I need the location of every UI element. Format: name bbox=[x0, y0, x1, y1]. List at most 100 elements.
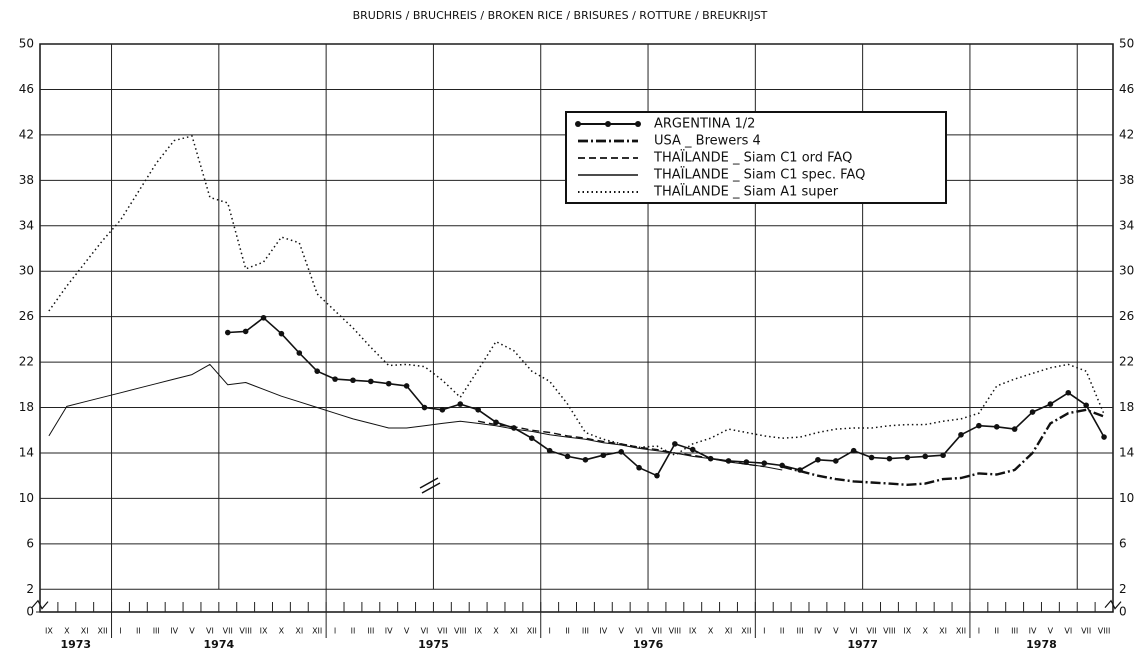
data-point bbox=[761, 460, 768, 466]
y-tick-label: 14 bbox=[19, 445, 34, 459]
y-tick-label-right: 30 bbox=[1119, 264, 1134, 278]
x-tick-label: III bbox=[797, 627, 804, 636]
data-point bbox=[350, 377, 356, 384]
data-point bbox=[278, 330, 285, 337]
data-point bbox=[564, 453, 571, 460]
x-tick-label: XII bbox=[312, 627, 322, 636]
y-tick-label: 22 bbox=[19, 355, 34, 369]
year-label: 1975 bbox=[418, 638, 449, 651]
x-tick-label: XII bbox=[97, 627, 107, 636]
x-tick-label: IV bbox=[1029, 627, 1037, 636]
legend-label: THAÏLANDE _ Siam C1 ord FAQ bbox=[653, 150, 852, 166]
x-tick-label: VI bbox=[206, 627, 214, 636]
y-tick-label-right: 6 bbox=[1119, 536, 1127, 550]
x-tick-label: V bbox=[404, 627, 410, 636]
data-point bbox=[385, 380, 392, 387]
y-tick-label-right: 38 bbox=[1119, 173, 1134, 187]
data-point bbox=[475, 406, 481, 413]
x-tick-label: II bbox=[136, 627, 141, 636]
y-tick-label-right: 26 bbox=[1119, 309, 1134, 323]
data-point bbox=[600, 452, 607, 459]
y-tick-label-right: 50 bbox=[1119, 37, 1134, 51]
x-tick-label: VII bbox=[223, 627, 233, 636]
x-tick-label: XII bbox=[956, 627, 966, 636]
data-point bbox=[421, 404, 428, 411]
x-tick-label: IV bbox=[599, 627, 607, 636]
x-tick-label: II bbox=[351, 627, 356, 636]
data-point bbox=[1011, 426, 1018, 432]
data-point bbox=[886, 455, 893, 462]
y-tick-label-right: 34 bbox=[1119, 218, 1134, 232]
series-line bbox=[227, 317, 1105, 477]
x-tick-label: I bbox=[978, 627, 980, 636]
x-tick-label: VIII bbox=[883, 627, 896, 636]
y-tick-label: 18 bbox=[19, 400, 34, 414]
data-point bbox=[296, 350, 303, 356]
legend-dot bbox=[635, 121, 641, 127]
x-tick-label: X bbox=[922, 627, 928, 636]
data-point bbox=[546, 447, 553, 454]
data-point bbox=[689, 446, 696, 453]
data-point bbox=[868, 454, 875, 461]
x-tick-label: V bbox=[833, 627, 839, 636]
data-point bbox=[904, 454, 911, 461]
data-point bbox=[815, 456, 821, 463]
break-symbol bbox=[419, 477, 441, 494]
data-point bbox=[332, 376, 338, 382]
x-tick-label: V bbox=[189, 627, 195, 636]
x-tick-label: VI bbox=[850, 627, 858, 636]
x-tick-label: XI bbox=[81, 627, 89, 636]
x-tick-label: VII bbox=[1081, 627, 1091, 636]
x-tick-label: VIII bbox=[239, 627, 252, 636]
y-tick-label: 6 bbox=[26, 536, 34, 550]
series-line bbox=[48, 363, 783, 471]
x-tick-label: VI bbox=[1064, 627, 1072, 636]
x-tick-label: IX bbox=[260, 627, 268, 636]
legend-dot bbox=[575, 121, 581, 127]
legend-label: THAÏLANDE _ Siam A1 super bbox=[653, 184, 839, 200]
data-point bbox=[1101, 434, 1107, 440]
y-tick-label-right: 46 bbox=[1119, 82, 1134, 96]
x-tick-label: XI bbox=[725, 627, 733, 636]
data-point bbox=[976, 422, 982, 429]
x-tick-label: III bbox=[582, 627, 589, 636]
x-tick-label: IV bbox=[170, 627, 178, 636]
x-tick-label: V bbox=[1048, 627, 1054, 636]
x-tick-label: XI bbox=[295, 627, 303, 636]
x-tick-label: VII bbox=[866, 627, 876, 636]
year-label: 1978 bbox=[1026, 638, 1057, 651]
x-tick-label: VII bbox=[652, 627, 662, 636]
legend-dot bbox=[605, 121, 611, 127]
x-tick-label: VIII bbox=[1098, 627, 1111, 636]
data-point bbox=[224, 329, 231, 336]
y-tick-label-right: 42 bbox=[1119, 127, 1134, 141]
data-point bbox=[1065, 389, 1072, 396]
x-tick-label: I bbox=[334, 627, 336, 636]
y-tick-label-right: 2 bbox=[1119, 582, 1127, 596]
x-tick-label: X bbox=[279, 627, 285, 636]
data-point bbox=[528, 435, 535, 441]
x-tick-label: IX bbox=[903, 627, 911, 636]
x-tick-label: XI bbox=[939, 627, 947, 636]
x-tick-label: I bbox=[119, 627, 121, 636]
y-tick-label: 38 bbox=[19, 173, 34, 187]
data-point bbox=[672, 441, 678, 447]
data-point bbox=[582, 456, 589, 463]
x-tick-label: IX bbox=[689, 627, 697, 636]
data-point bbox=[618, 449, 625, 455]
x-tick-label: X bbox=[493, 627, 499, 636]
x-tick-label: VI bbox=[635, 627, 643, 636]
x-tick-label: I bbox=[548, 627, 550, 636]
x-tick-label: IX bbox=[45, 627, 53, 636]
data-point bbox=[403, 383, 410, 389]
year-label: 1974 bbox=[204, 638, 235, 651]
x-tick-label: II bbox=[780, 627, 785, 636]
data-point bbox=[242, 328, 249, 335]
y-tick-label: 34 bbox=[19, 218, 34, 232]
data-point bbox=[833, 458, 839, 464]
x-tick-label: VI bbox=[421, 627, 429, 636]
y-tick-label-right: 0 bbox=[1119, 605, 1127, 619]
y-tick-label: 2 bbox=[26, 582, 34, 596]
x-tick-label: IV bbox=[385, 627, 393, 636]
